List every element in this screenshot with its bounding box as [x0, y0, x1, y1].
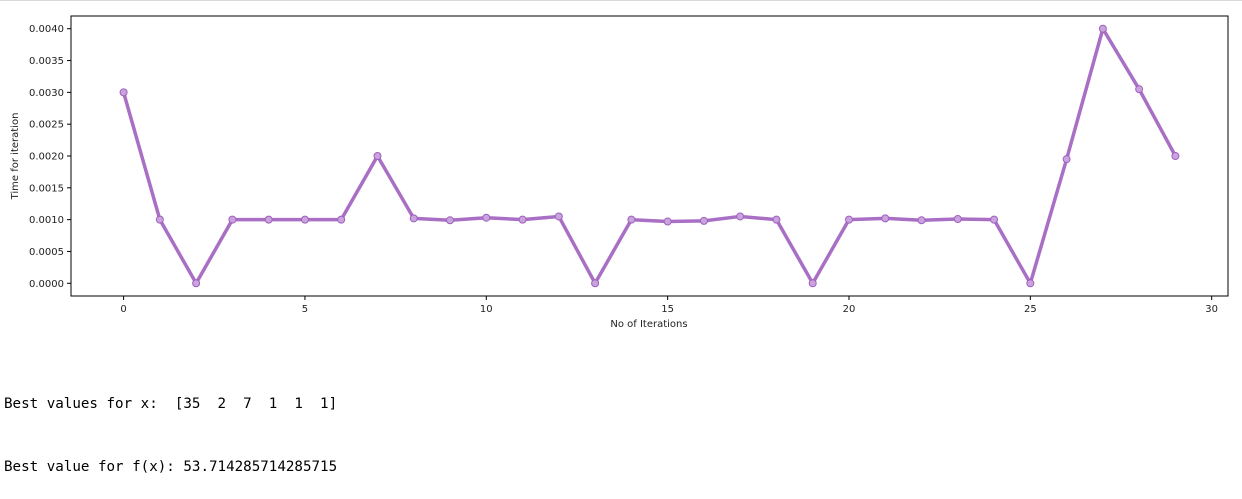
y-tick-label: 0.0005 — [29, 247, 64, 258]
x-tick-label: 5 — [302, 304, 308, 315]
data-point — [917, 216, 926, 225]
data-point — [554, 212, 563, 221]
data-point — [1062, 155, 1071, 164]
x-axis-title: No of Iterations — [610, 319, 687, 330]
data-point — [990, 215, 999, 224]
data-point — [844, 215, 853, 224]
x-tick-label: 20 — [843, 304, 856, 315]
data-point — [736, 212, 745, 221]
data-point — [192, 279, 201, 288]
y-tick-label: 0.0030 — [29, 88, 64, 99]
data-point — [663, 217, 672, 226]
x-tick-label: 0 — [120, 304, 126, 315]
plot-area — [70, 15, 1229, 297]
data-point — [1171, 152, 1180, 160]
data-point — [1026, 279, 1035, 288]
series-line — [121, 26, 1178, 286]
line-chart: 0 5 10 15 20 25 30 0.00000.00050.00100.00150.0… — [10, 15, 1229, 330]
x-tick-label: 15 — [661, 304, 674, 315]
data-point — [772, 215, 781, 224]
data-point — [591, 279, 600, 288]
y-tick-label: 0.0040 — [29, 24, 64, 35]
y-tick-label: 0.0015 — [29, 183, 64, 194]
y-tick-label: 0.0020 — [29, 152, 64, 163]
data-point — [699, 216, 708, 225]
data-point — [409, 214, 418, 223]
best-fx-line: Best value for f(x): 53.714285714285715 — [4, 459, 338, 475]
y-tick-label: 0.0000 — [29, 279, 64, 290]
x-tick-label: 30 — [1205, 304, 1218, 315]
x-tick-label: 25 — [1024, 304, 1037, 315]
y-axis: 0.0000 0.0005 0.0010 0.0015 0.0020 0.0025 0.00… — [29, 24, 71, 290]
data-point — [518, 215, 527, 224]
best-x-line: Best values for x: [35 2 7 1 1 1] — [4, 396, 338, 412]
data-point — [1098, 24, 1107, 33]
y-tick-label: 0.0025 — [29, 120, 64, 131]
data-point — [482, 213, 491, 222]
data-point — [953, 215, 962, 223]
data-point — [155, 215, 164, 224]
data-point — [446, 216, 455, 225]
data-point — [1135, 85, 1144, 94]
y-tick-label: 0.0010 — [29, 215, 64, 226]
y-axis-title: Time for iteration — [10, 113, 21, 201]
data-point — [228, 215, 237, 224]
console-output: Best values for x: [35 2 7 1 1 1] Best v… — [4, 352, 337, 499]
series-layer — [119, 24, 1180, 288]
data-point — [373, 152, 382, 160]
data-point — [808, 279, 817, 288]
y-tick-label: 0.0035 — [29, 56, 64, 67]
x-tick-label: 10 — [480, 304, 493, 315]
data-point — [119, 88, 128, 97]
x-axis: 0 5 10 15 20 25 30 — [120, 296, 1218, 315]
data-point — [337, 215, 346, 224]
data-point — [881, 214, 890, 223]
data-point — [264, 215, 273, 224]
data-point — [300, 215, 309, 224]
top-divider — [0, 0, 1242, 1]
data-point — [627, 215, 636, 224]
